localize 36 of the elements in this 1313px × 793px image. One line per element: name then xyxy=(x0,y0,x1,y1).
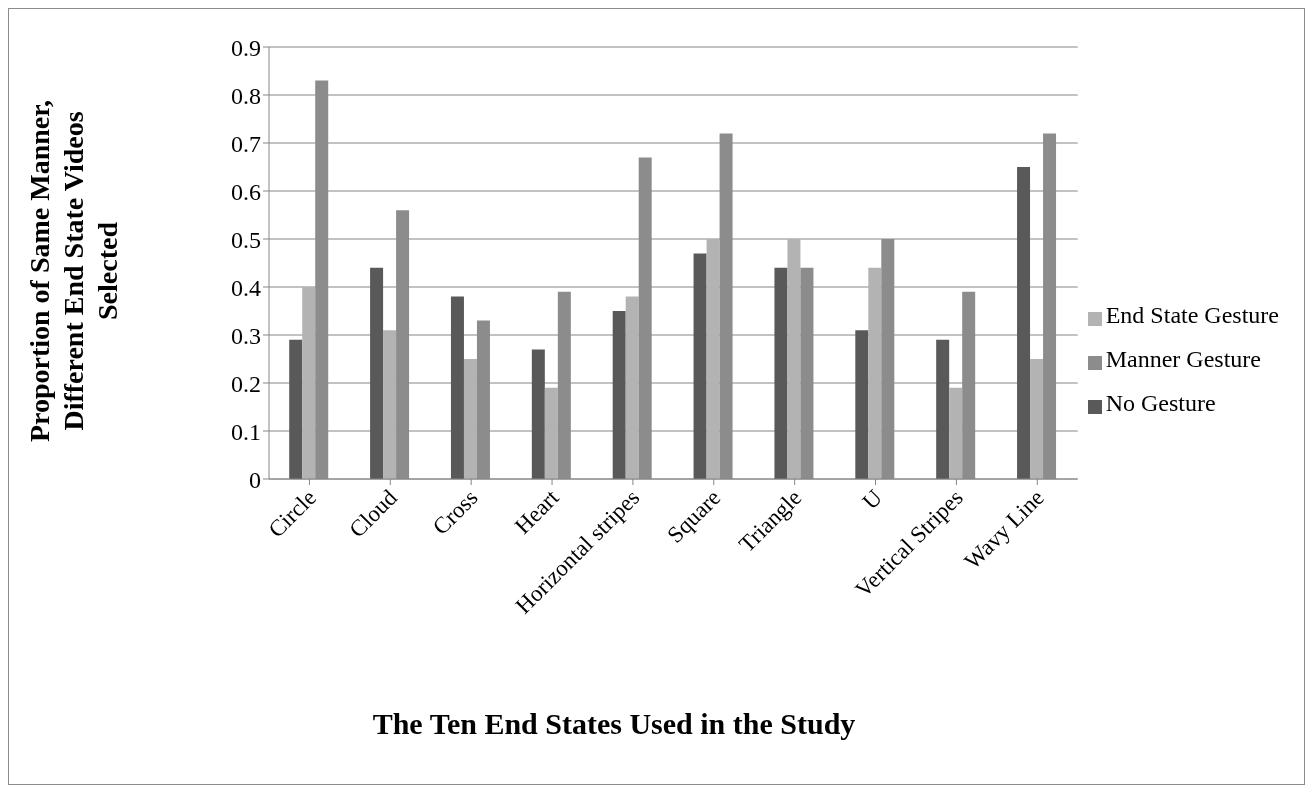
y-tick-label: 0.2 xyxy=(231,370,261,397)
y-tick-label: 0.1 xyxy=(231,418,261,445)
y-tick-label: 0.9 xyxy=(231,34,261,61)
y-tick-label: 0 xyxy=(249,466,261,493)
bar xyxy=(383,330,397,479)
bar xyxy=(450,296,464,479)
x-tick-label: U xyxy=(857,484,888,515)
legend-label: End State Gesture xyxy=(1105,302,1279,328)
bar xyxy=(868,267,882,479)
bar xyxy=(855,330,869,479)
bar xyxy=(693,253,707,479)
x-axis-title: The Ten End States Used in the Study xyxy=(371,707,857,741)
bar xyxy=(949,387,963,479)
bar xyxy=(625,296,639,479)
y-tick-label: 0.8 xyxy=(231,82,261,109)
bar xyxy=(936,339,950,479)
bar xyxy=(370,267,384,479)
legend-label: No Gesture xyxy=(1105,390,1216,416)
bar xyxy=(544,387,558,479)
y-tick-label: 0.5 xyxy=(231,226,261,253)
bar xyxy=(1017,167,1031,479)
y-tick-label: 0.3 xyxy=(231,322,261,349)
y-tick-label: 0.4 xyxy=(231,274,261,301)
bar xyxy=(612,311,626,479)
bar xyxy=(302,287,316,479)
y-tick-label: 0.6 xyxy=(231,178,261,205)
bar xyxy=(706,239,720,479)
bar xyxy=(774,267,788,479)
y-axis-title: Proportion of Same Manner, Different End State Videos Selected xyxy=(23,98,124,445)
bar xyxy=(531,349,545,479)
bar xyxy=(1030,359,1044,479)
bar xyxy=(463,359,477,479)
legend-label: Manner Gesture xyxy=(1105,346,1261,372)
bar xyxy=(787,239,801,479)
bar xyxy=(289,339,303,479)
y-tick-label: 0.7 xyxy=(231,130,261,157)
